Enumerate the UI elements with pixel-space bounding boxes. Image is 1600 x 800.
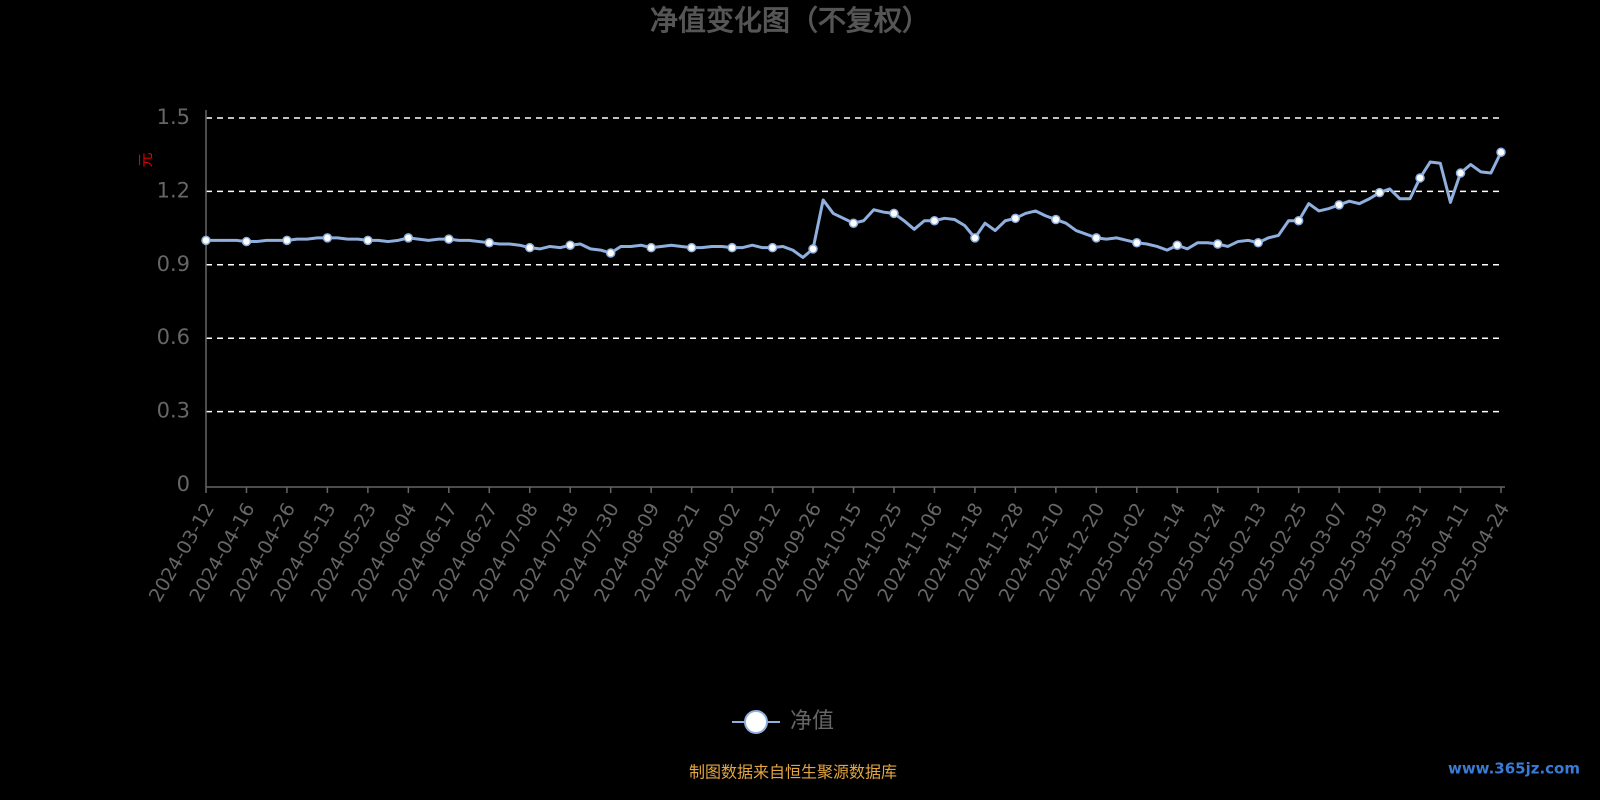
series-line (206, 151, 1503, 259)
point-marker (1334, 200, 1344, 210)
legend-label: 净值 (790, 709, 834, 734)
source-note: 制图数据来自恒生聚源数据库 (689, 763, 897, 782)
point-marker (767, 242, 778, 253)
point-marker (363, 235, 373, 246)
point-marker (201, 235, 211, 246)
y-tick-label: 0.6 (157, 325, 190, 349)
point-marker (1253, 238, 1263, 248)
point-marker (970, 233, 980, 243)
watermark: www.365jz.com (1448, 760, 1580, 778)
point-marker (525, 242, 535, 253)
point-marker (808, 244, 818, 254)
point-marker (403, 233, 414, 243)
point-marker (646, 242, 656, 253)
point-marker (444, 234, 454, 244)
point-marker (282, 235, 292, 246)
point-marker (605, 248, 616, 258)
y-tick-label: 1.2 (157, 178, 190, 202)
point-marker (484, 238, 495, 248)
chart-title: 净值变化图（不复权） (650, 4, 930, 37)
point-marker (1172, 240, 1182, 250)
point-marker (929, 216, 940, 226)
point-marker (565, 240, 575, 250)
y-tick-label: 0.9 (157, 252, 190, 276)
y-tick-label: 0.3 (157, 399, 190, 423)
legend-marker (744, 710, 768, 734)
y-tick-label: 1.5 (157, 105, 190, 129)
point-marker (241, 236, 252, 247)
point-marker (1415, 173, 1425, 183)
point-marker (1051, 214, 1061, 225)
point-marker (1293, 216, 1304, 226)
point-marker (1091, 233, 1102, 243)
point-marker (889, 208, 899, 219)
point-marker (1496, 147, 1506, 158)
y-tick-label: 0 (177, 472, 190, 496)
point-marker (848, 218, 859, 228)
point-marker (1455, 168, 1466, 178)
point-marker (1010, 213, 1021, 224)
y-axis-label: 元 (137, 152, 155, 167)
point-marker (1212, 239, 1223, 249)
point-marker (727, 242, 737, 253)
point-marker (322, 233, 333, 243)
point-marker (1132, 238, 1142, 248)
point-marker (1374, 187, 1385, 198)
point-marker (686, 242, 697, 253)
